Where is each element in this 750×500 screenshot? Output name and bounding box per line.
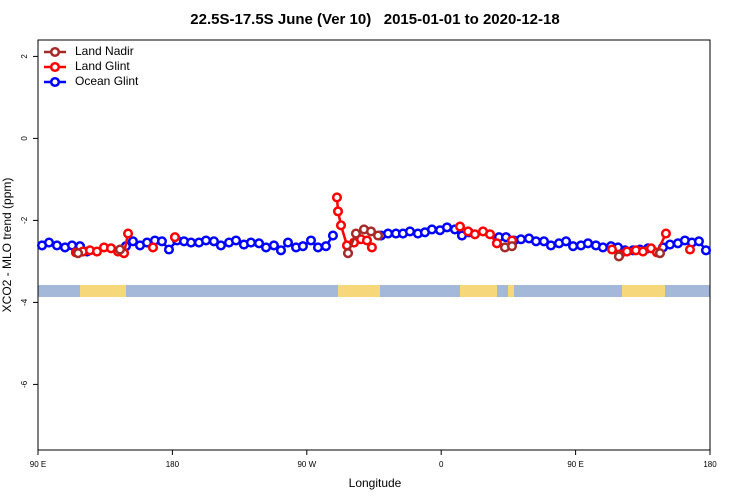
data-point — [660, 228, 671, 239]
x-tick-label: 180 — [166, 460, 180, 469]
x-tick-label: 0 — [439, 460, 444, 469]
data-point — [260, 242, 272, 253]
data-point — [332, 206, 344, 217]
data-point — [654, 248, 666, 259]
data-point — [122, 228, 134, 239]
data-point — [530, 236, 542, 247]
data-point — [186, 237, 197, 248]
chart-title: 22.5S-17.5S June (Ver 10) 2015-01-01 to … — [190, 11, 559, 28]
data-point — [684, 244, 696, 255]
data-point — [469, 229, 480, 240]
data-point — [169, 232, 180, 243]
legend-marker — [49, 61, 61, 73]
data-point — [613, 251, 624, 262]
legend-marker — [49, 46, 61, 58]
data-point — [312, 242, 324, 253]
data-point — [491, 238, 502, 249]
data-point — [361, 235, 373, 246]
y-tick-label: 0 — [20, 136, 29, 141]
data-point — [327, 230, 338, 241]
data-point — [606, 244, 618, 255]
data-point — [560, 236, 572, 247]
data-point — [156, 236, 167, 247]
data-point — [538, 236, 549, 247]
data-point — [404, 226, 416, 237]
data-point — [200, 235, 212, 246]
land-strip — [508, 285, 514, 297]
data-point — [127, 236, 139, 247]
data-point — [297, 241, 308, 252]
data-point — [582, 238, 594, 249]
data-point — [700, 245, 712, 256]
data-point — [305, 235, 317, 246]
data-point — [693, 236, 704, 247]
y-tick-label: -4 — [20, 298, 29, 306]
data-point — [320, 241, 331, 252]
data-point — [91, 246, 103, 257]
data-point — [282, 237, 294, 248]
data-point — [72, 248, 84, 259]
data-point — [515, 234, 526, 245]
data-point — [484, 229, 496, 240]
data-point — [350, 228, 361, 239]
data-point — [441, 222, 453, 233]
land-strip — [460, 285, 497, 297]
data-point — [253, 238, 265, 249]
x-tick-label: 90 W — [297, 460, 316, 469]
y-tick-label: -6 — [20, 380, 29, 388]
x-tick-label: 180 — [703, 460, 717, 469]
data-point — [245, 237, 256, 248]
data-point — [621, 246, 633, 257]
data-point — [382, 228, 394, 239]
data-point — [597, 242, 608, 253]
land-strip — [80, 285, 126, 297]
land-ocean-strip — [38, 285, 710, 297]
data-point — [545, 240, 557, 251]
data-point — [664, 239, 676, 250]
x-tick-label: 90 E — [30, 460, 46, 469]
land-strip — [338, 285, 380, 297]
x-axis-label: Longitude — [349, 476, 402, 490]
data-point — [454, 221, 466, 232]
data-point — [230, 235, 242, 246]
data-point — [44, 237, 55, 248]
data-point — [268, 240, 279, 251]
data-point — [342, 248, 354, 259]
data-point — [506, 241, 518, 252]
data-point — [335, 220, 347, 231]
data-point — [365, 226, 377, 237]
land-strip — [622, 285, 665, 297]
data-point — [637, 246, 648, 257]
data-point — [568, 241, 579, 252]
legend-marker — [49, 76, 61, 88]
data-point — [163, 244, 175, 255]
data-point — [372, 230, 384, 241]
data-point — [426, 224, 437, 235]
legend-label: Land Glint — [75, 59, 130, 73]
data-point — [215, 240, 226, 251]
data-point — [114, 244, 126, 255]
y-tick-label: -2 — [20, 216, 29, 224]
legend-label: Ocean Glint — [75, 74, 139, 88]
y-tick-label: 2 — [20, 54, 29, 59]
data-point — [147, 242, 159, 253]
data-point — [331, 192, 343, 203]
x-tick-label: 90 E — [567, 460, 583, 469]
data-point — [275, 245, 287, 256]
legend-label: Land Nadir — [75, 44, 134, 58]
data-point — [366, 242, 377, 253]
data-point — [51, 240, 63, 251]
y-axis-label: XCO2 - MLO trend (ppm) — [0, 178, 14, 313]
data-point — [208, 236, 219, 247]
